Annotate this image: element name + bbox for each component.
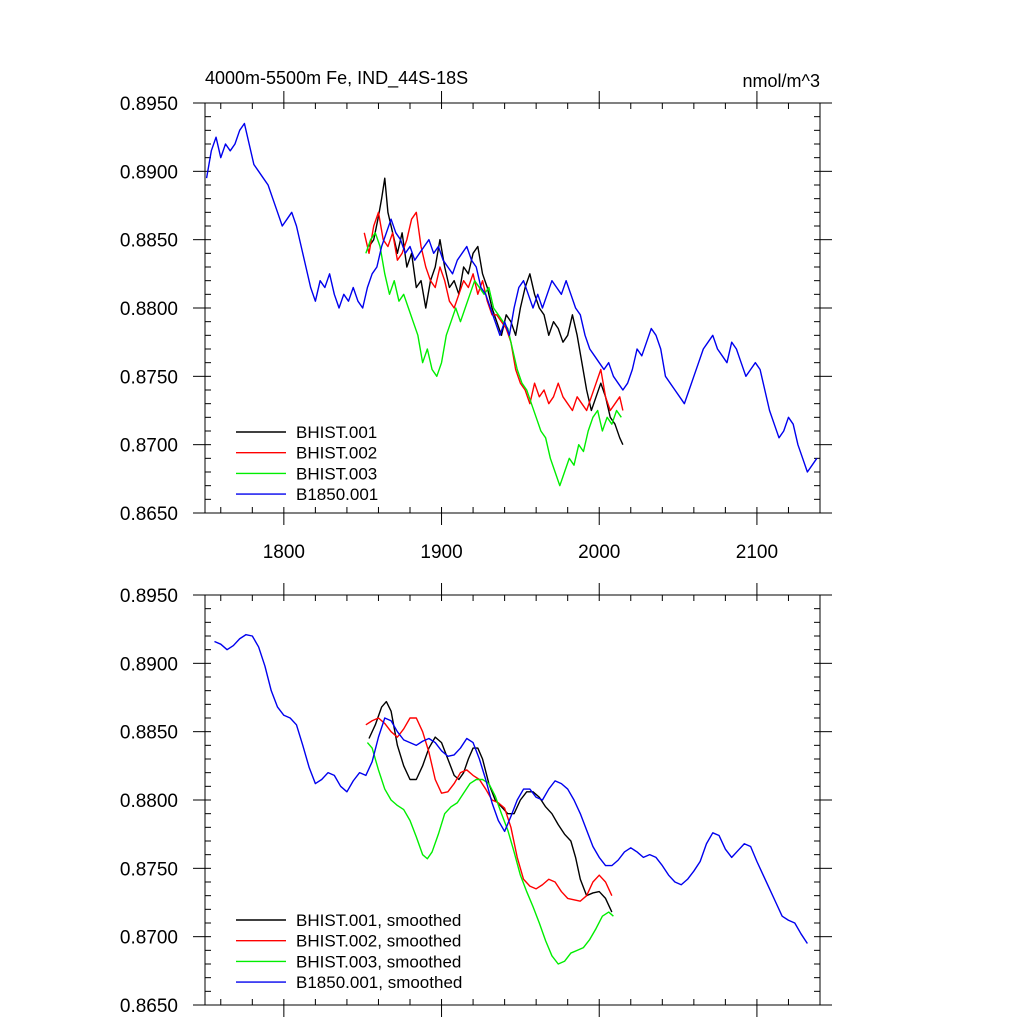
major-ticks	[193, 583, 832, 1017]
y-tick-label: 0.8700	[120, 436, 178, 457]
x-tick-label: 2000	[578, 542, 620, 563]
series-line-4	[214, 633, 808, 944]
series-line-2	[365, 717, 613, 902]
legend-label: BHIST.001	[296, 423, 377, 442]
legend-label: BHIST.001, smoothed	[296, 911, 461, 930]
legend-label: BHIST.003, smoothed	[296, 952, 461, 971]
top-panel: 4000m-5500m Fe, IND_44S-18S nmol/m^3 0.8…	[120, 68, 832, 563]
series-line-1	[368, 177, 624, 445]
series-line-4	[205, 122, 818, 473]
y-tick-label: 0.8950	[120, 586, 178, 607]
bottom-panel: 0.8650 0.8700 0.8750 0.8800 0.8850 0.8900 0.89…	[120, 583, 832, 1017]
x-tick-labels: 1800 1900 2000 2100	[263, 542, 778, 563]
y-tick-label: 0.8650	[120, 504, 178, 525]
y-tick-labels: 0.8650 0.8700 0.8750 0.8800 0.8850 0.8900 0.89…	[120, 586, 178, 1017]
series-line-3	[366, 742, 614, 965]
y-tick-label: 0.8950	[120, 94, 178, 115]
units-label: nmol/m^3	[743, 71, 820, 91]
y-tick-label: 0.8700	[120, 928, 178, 949]
y-tick-label: 0.8800	[120, 791, 178, 812]
major-ticks	[193, 91, 832, 525]
series-lines	[205, 122, 818, 487]
y-tick-label: 0.8750	[120, 859, 178, 880]
series-line-1	[368, 700, 613, 913]
y-tick-label: 0.8850	[120, 231, 178, 252]
legend: BHIST.001, smoothed BHIST.002, smoothedBH…	[236, 911, 462, 992]
legend-label: BHIST.002, smoothed	[296, 932, 461, 951]
series-lines	[214, 633, 808, 965]
series-line-2	[363, 211, 624, 412]
y-tick-label: 0.8850	[120, 723, 178, 744]
y-tick-label: 0.8900	[120, 162, 178, 183]
minor-ticks	[205, 594, 821, 1006]
legend-label: B1850.001	[296, 485, 378, 504]
y-tick-label: 0.8800	[120, 299, 178, 320]
chart-title: 4000m-5500m Fe, IND_44S-18S	[205, 68, 468, 89]
y-tick-labels: 0.8650 0.8700 0.8750 0.8800 0.8850 0.8900 0.89…	[120, 94, 178, 525]
y-tick-label: 0.8650	[120, 996, 178, 1017]
x-tick-label: 1800	[263, 542, 305, 563]
legend-label: BHIST.002	[296, 444, 377, 463]
legend-label: BHIST.003	[296, 464, 377, 483]
minor-ticks	[205, 102, 821, 514]
y-tick-label: 0.8750	[120, 367, 178, 388]
x-tick-label: 1900	[420, 542, 462, 563]
legend-label: B1850.001, smoothed	[296, 973, 462, 992]
y-tick-label: 0.8900	[120, 654, 178, 675]
x-tick-label: 2100	[736, 542, 778, 563]
series-line-3	[365, 232, 622, 487]
